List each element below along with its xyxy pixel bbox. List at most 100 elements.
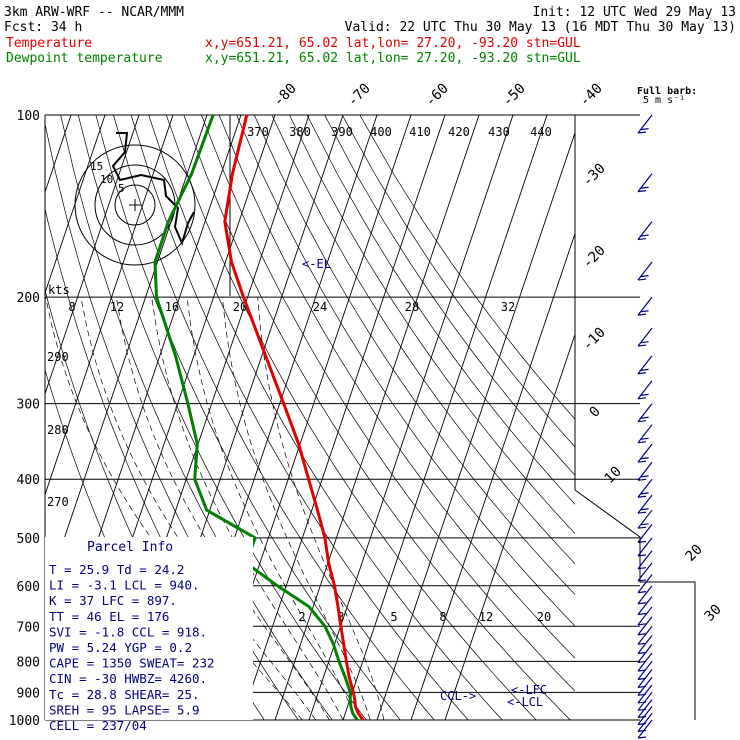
wind-barb	[637, 616, 653, 636]
dry-adiabat	[165, 115, 537, 720]
parcel-info-row: CELL = 237/04	[49, 718, 147, 733]
hodograph-ring-label: 5	[118, 182, 125, 195]
dry-adiabat	[201, 115, 575, 692]
valid-time: Valid: 22 UTC Thu 30 May 13 (16 MDT Thu …	[345, 20, 736, 35]
wind-barb	[637, 625, 653, 645]
parcel-info-row: TT = 46 EL = 176	[49, 609, 169, 624]
dry-adiabat	[253, 115, 575, 596]
theta-label: 410	[409, 125, 431, 139]
theta-label: 370	[247, 125, 269, 139]
dry-adiabat	[95, 115, 401, 720]
temperature-location: x,y=651.21, 65.02 lat,lon= 27.20, -93.20…	[205, 36, 581, 51]
mixing-ratio-label: 12	[479, 610, 493, 624]
wind-barb	[637, 537, 653, 557]
lower-frame	[574, 489, 696, 720]
isotherm-line	[240, 115, 446, 720]
hodograph-ring	[114, 184, 156, 226]
pressure-tick-label: 300	[17, 398, 40, 413]
dry-adiabat	[130, 115, 469, 720]
wind-barb	[637, 712, 653, 732]
dry-adiabat	[113, 115, 435, 720]
barb-key-title: Full barb:	[637, 86, 697, 97]
hodograph-origin	[129, 199, 141, 211]
temperature-tick-label: 0	[587, 404, 604, 421]
dry-adiabat	[77, 115, 367, 720]
wind-barb	[637, 719, 653, 739]
hodograph-ring	[74, 144, 196, 266]
mixing-ratio-label: 28	[405, 300, 419, 314]
parcel-info-row: SREH = 95 LAPSE= 5.9	[49, 702, 200, 717]
parcel-info-row: CAPE = 1350 SWEAT= 232	[49, 656, 215, 671]
level-annotation: CCL->	[440, 689, 476, 703]
theta-label: 290	[47, 350, 69, 364]
wind-barb	[637, 596, 653, 616]
isotherm-line	[45, 115, 140, 396]
dry-adiabat	[183, 115, 571, 720]
dry-adiabat	[359, 115, 575, 420]
dry-adiabat	[236, 115, 575, 627]
parcel-info-title: Parcel Info	[87, 540, 173, 555]
wind-barb	[637, 509, 653, 529]
temperature-tick-label: 10	[602, 464, 625, 487]
wind-barb	[637, 221, 653, 241]
pressure-tick-label: 700	[17, 620, 40, 635]
theta-label: 280	[47, 423, 69, 437]
moist-adiabat	[257, 297, 385, 720]
wind-barb	[637, 606, 653, 626]
isotherm-line	[45, 115, 174, 497]
temperature-tick-label: 20	[683, 542, 706, 565]
level-annotation: <-LFC	[511, 683, 547, 697]
parcel-info-row: LI = -3.1 LCL = 940.	[49, 578, 200, 593]
pressure-tick-label: 400	[17, 473, 40, 488]
dry-adiabat	[271, 115, 575, 565]
parcel-info-row: CIN = -30 HWBZ= 4260.	[49, 671, 207, 686]
pressure-tick-label: 900	[17, 686, 40, 701]
parcel-info-row: PW = 5.24 YGP = 0.2	[49, 640, 192, 655]
wind-barbs	[637, 114, 653, 739]
isotherm-line	[342, 115, 548, 720]
dry-adiabat	[218, 115, 575, 659]
wind-barb	[637, 443, 653, 463]
parcel-info-row: K = 37 LFC = 897.	[49, 593, 177, 608]
theta-label: 270	[47, 495, 69, 509]
moist-adiabat	[151, 297, 344, 720]
wind-barb	[637, 562, 653, 582]
mixing-ratio-label: 16	[165, 300, 179, 314]
wind-barb	[637, 635, 653, 655]
wind-barb	[637, 424, 653, 444]
temperature-tick-label: -50	[500, 81, 529, 110]
wind-barb	[637, 173, 653, 193]
isotherm-line	[274, 115, 480, 720]
dewpoint-legend: Dewpoint temperature	[6, 51, 163, 66]
temperature-tick-label: -60	[423, 81, 452, 110]
theta-label: 380	[289, 125, 311, 139]
mixing-ratio-label: 2	[298, 610, 305, 624]
mixing-ratio-label: 12	[110, 300, 124, 314]
temperature-tick-label: -10	[580, 325, 609, 354]
wind-barb	[637, 478, 653, 498]
parcel-info-row: SVI = -1.8 CCL = 918.	[49, 624, 207, 639]
pressure-tick-label: 200	[17, 291, 40, 306]
isotherm-line	[308, 115, 514, 720]
hodograph-trace	[111, 132, 195, 246]
dry-adiabat	[324, 115, 575, 476]
level-annotation: <-LCL	[507, 695, 543, 709]
init-time: Init: 12 UTC Wed 29 May 13	[533, 5, 737, 20]
wind-barb	[637, 574, 653, 594]
pressure-tick-label: 500	[17, 532, 40, 547]
mixing-ratio-label: 5	[390, 610, 397, 624]
forecast-hour: Fcst: 34 h	[4, 20, 82, 35]
pressure-tick-label: 800	[17, 655, 40, 670]
theta-label: 400	[370, 125, 392, 139]
moist-adiabat	[222, 297, 371, 720]
temperature-tick-label: -70	[345, 81, 374, 110]
wind-barb	[637, 676, 653, 696]
temperature-legend: Temperature	[6, 36, 92, 51]
wind-barb	[637, 114, 653, 134]
dry-adiabat	[341, 115, 575, 448]
pressure-tick-label: 600	[17, 580, 40, 595]
temperature-tick-label: -20	[580, 243, 609, 272]
wind-barb	[637, 524, 653, 543]
mixing-ratio-label: 20	[537, 610, 551, 624]
